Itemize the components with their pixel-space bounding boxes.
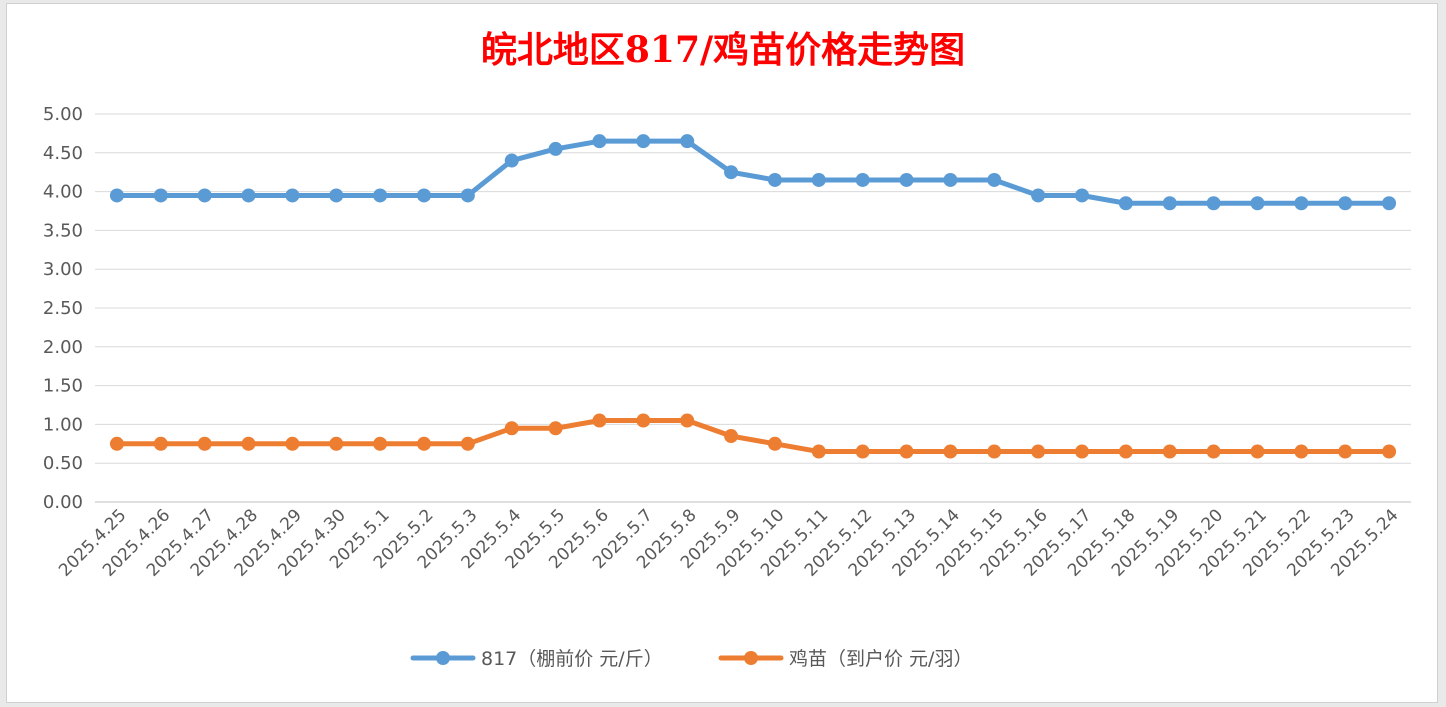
y-tick-label: 3.00 [43,259,83,280]
data-point [1162,196,1177,211]
data-point [460,436,475,451]
data-point [504,153,519,168]
data-point [241,188,256,203]
legend-item-817[interactable]: 817（棚前价 元/斤） [410,648,663,670]
line-chart: 皖北地区817/鸡苗价格走势图 0.00 0.50 1.00 1.50 2.00 2.50… [43,29,1411,670]
y-tick-label: 3.50 [43,220,83,241]
data-point [153,188,168,203]
data-point [1162,444,1177,459]
data-point [1338,444,1353,459]
data-point [417,188,431,203]
data-point [153,436,168,451]
data-point [197,436,212,451]
series-group [109,134,1397,459]
data-point [1118,444,1133,459]
data-point [504,421,519,436]
data-point [1031,444,1046,459]
data-point [855,444,870,459]
series-1 [109,413,1397,459]
data-point [1294,444,1309,459]
data-point [1338,196,1353,211]
data-point [1382,444,1397,459]
data-point [1250,444,1265,459]
series-line-1 [114,418,1392,455]
data-point [1382,196,1397,211]
data-point [460,188,475,203]
chart-frame: 皖北地区817/鸡苗价格走势图 0.00 0.50 1.00 1.50 2.00 2.50… [6,3,1438,703]
y-tick-label: 4.50 [43,143,83,164]
data-point [592,134,607,149]
data-point [680,134,695,149]
y-tick-label: 4.00 [43,182,83,203]
data-point [724,429,739,444]
data-point [329,188,344,203]
y-tick-label: 2.50 [43,298,83,319]
data-point [636,134,651,149]
data-point [109,188,124,203]
data-point [1075,444,1089,459]
data-point [417,436,431,451]
chart-title: 皖北地区817/鸡苗价格走势图 [481,29,965,71]
data-point [1206,196,1221,211]
legend-item-chick[interactable]: 鸡苗（到户价 元/羽） [718,648,972,670]
data-point [767,172,782,187]
y-tick-label: 5.00 [43,104,83,125]
data-point [724,165,739,180]
data-point [767,436,782,451]
y-tick-label: 2.00 [43,337,83,358]
y-tick-label: 0.50 [43,453,83,474]
legend-label-chick: 鸡苗（到户价 元/羽） [789,648,972,670]
legend-marker-817 [436,651,450,665]
data-point [899,444,914,459]
data-point [548,141,563,156]
y-tick-label: 1.50 [43,376,83,397]
data-point [987,444,1002,459]
data-point [943,444,958,459]
series-0 [109,134,1397,211]
data-point [1031,188,1046,203]
data-point [811,444,826,459]
data-point [1075,188,1089,203]
data-point [197,188,212,203]
data-point [285,436,300,451]
data-point [1206,444,1221,459]
data-point [548,421,563,436]
data-point [899,172,914,187]
data-point [636,413,651,428]
x-axis-ticks: 2025.4.252025.4.262025.4.272025.4.282025… [55,505,1402,580]
data-point [109,436,124,451]
data-point [855,172,870,187]
data-point [1250,196,1265,211]
data-point [1294,196,1309,211]
data-point [373,188,388,203]
data-point [680,413,695,428]
y-axis-ticks: 0.00 0.50 1.00 1.50 2.00 2.50 3.00 3.50 4.00 4.50… [43,104,83,513]
data-point [592,413,607,428]
data-point [1118,196,1133,211]
legend-label-817: 817（棚前价 元/斤） [481,648,663,670]
legend: 817（棚前价 元/斤） 鸡苗（到户价 元/羽） [410,648,972,670]
data-point [987,172,1002,187]
data-point [943,172,958,187]
y-tick-label: 1.00 [43,414,83,435]
data-point [329,436,344,451]
grid-lines [95,113,1411,503]
data-point [373,436,388,451]
data-point [285,188,300,203]
y-tick-label: 0.00 [43,492,83,513]
series-line-0 [114,138,1392,206]
data-point [811,172,826,187]
data-point [241,436,256,451]
legend-marker-chick [744,651,758,665]
